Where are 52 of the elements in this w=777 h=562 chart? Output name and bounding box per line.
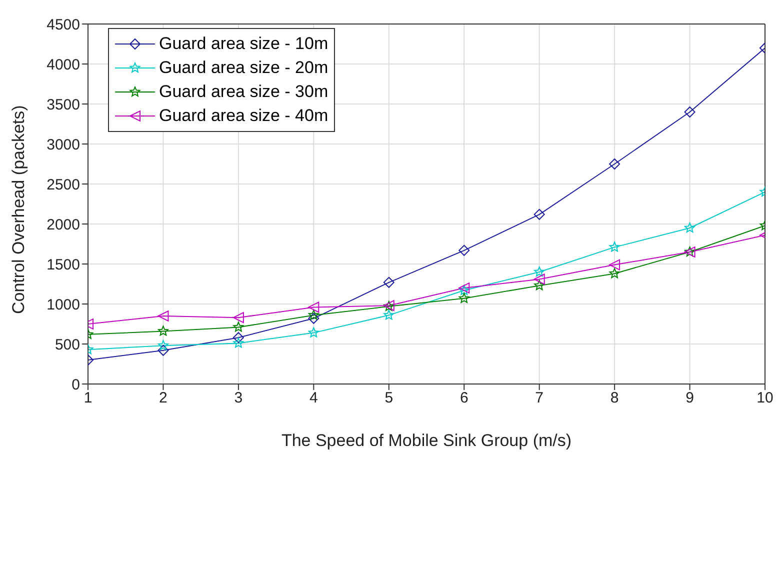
x-tick-label: 5	[384, 390, 394, 407]
point	[232, 312, 244, 324]
y-axis-title: Control Overhead (packets)	[9, 105, 28, 314]
point	[383, 276, 394, 288]
point	[534, 266, 545, 277]
x-tick-label: 6	[460, 390, 468, 407]
x-tick-label: 10	[756, 390, 774, 407]
x-tick-label: 4	[309, 390, 318, 407]
y-tick-label: 1000	[46, 296, 80, 314]
point	[684, 106, 696, 118]
point	[534, 280, 545, 290]
point	[609, 158, 620, 170]
point	[684, 222, 696, 233]
y-tick-label: 3500	[46, 96, 80, 114]
y-tick-label: 1500	[46, 256, 80, 274]
point	[232, 332, 244, 344]
point	[233, 322, 244, 332]
point	[308, 327, 319, 338]
x-tick-label: 9	[686, 390, 694, 407]
point	[458, 244, 470, 256]
point	[308, 312, 320, 324]
legend-label: Guard area size - 10m	[159, 34, 328, 54]
y-tick-label: 4000	[46, 56, 80, 74]
legend-label: Guard area size - 20m	[159, 58, 328, 78]
point	[384, 310, 394, 320]
y-tick-label: 2500	[46, 176, 80, 194]
point	[308, 310, 319, 320]
point	[609, 268, 620, 278]
x-axis-title: The Speed of Mobile Sink Group (m/s)	[281, 431, 572, 450]
y-tick-label: 2000	[46, 216, 80, 234]
y-tick-label: 0	[72, 376, 80, 394]
x-tick-label: 2	[159, 390, 168, 407]
point	[158, 340, 168, 350]
legend-label: Guard area size - 30m	[159, 82, 328, 102]
point	[534, 274, 545, 285]
y-tick-label: 500	[54, 336, 80, 354]
point	[233, 338, 244, 348]
x-tick-label: 8	[610, 390, 619, 407]
x-tick-label: 7	[535, 390, 544, 407]
point	[458, 292, 470, 303]
point	[158, 310, 169, 322]
point	[609, 242, 620, 252]
x-tick-label: 1	[84, 390, 92, 407]
x-tick-label: 3	[234, 390, 243, 407]
y-tick-label: 3000	[46, 136, 80, 154]
point	[534, 208, 545, 220]
legend-label: Guard area size - 40m	[159, 106, 328, 126]
point	[158, 344, 169, 356]
y-tick-label: 4500	[46, 16, 80, 34]
point	[158, 326, 168, 336]
point	[609, 259, 620, 270]
point	[308, 302, 320, 313]
